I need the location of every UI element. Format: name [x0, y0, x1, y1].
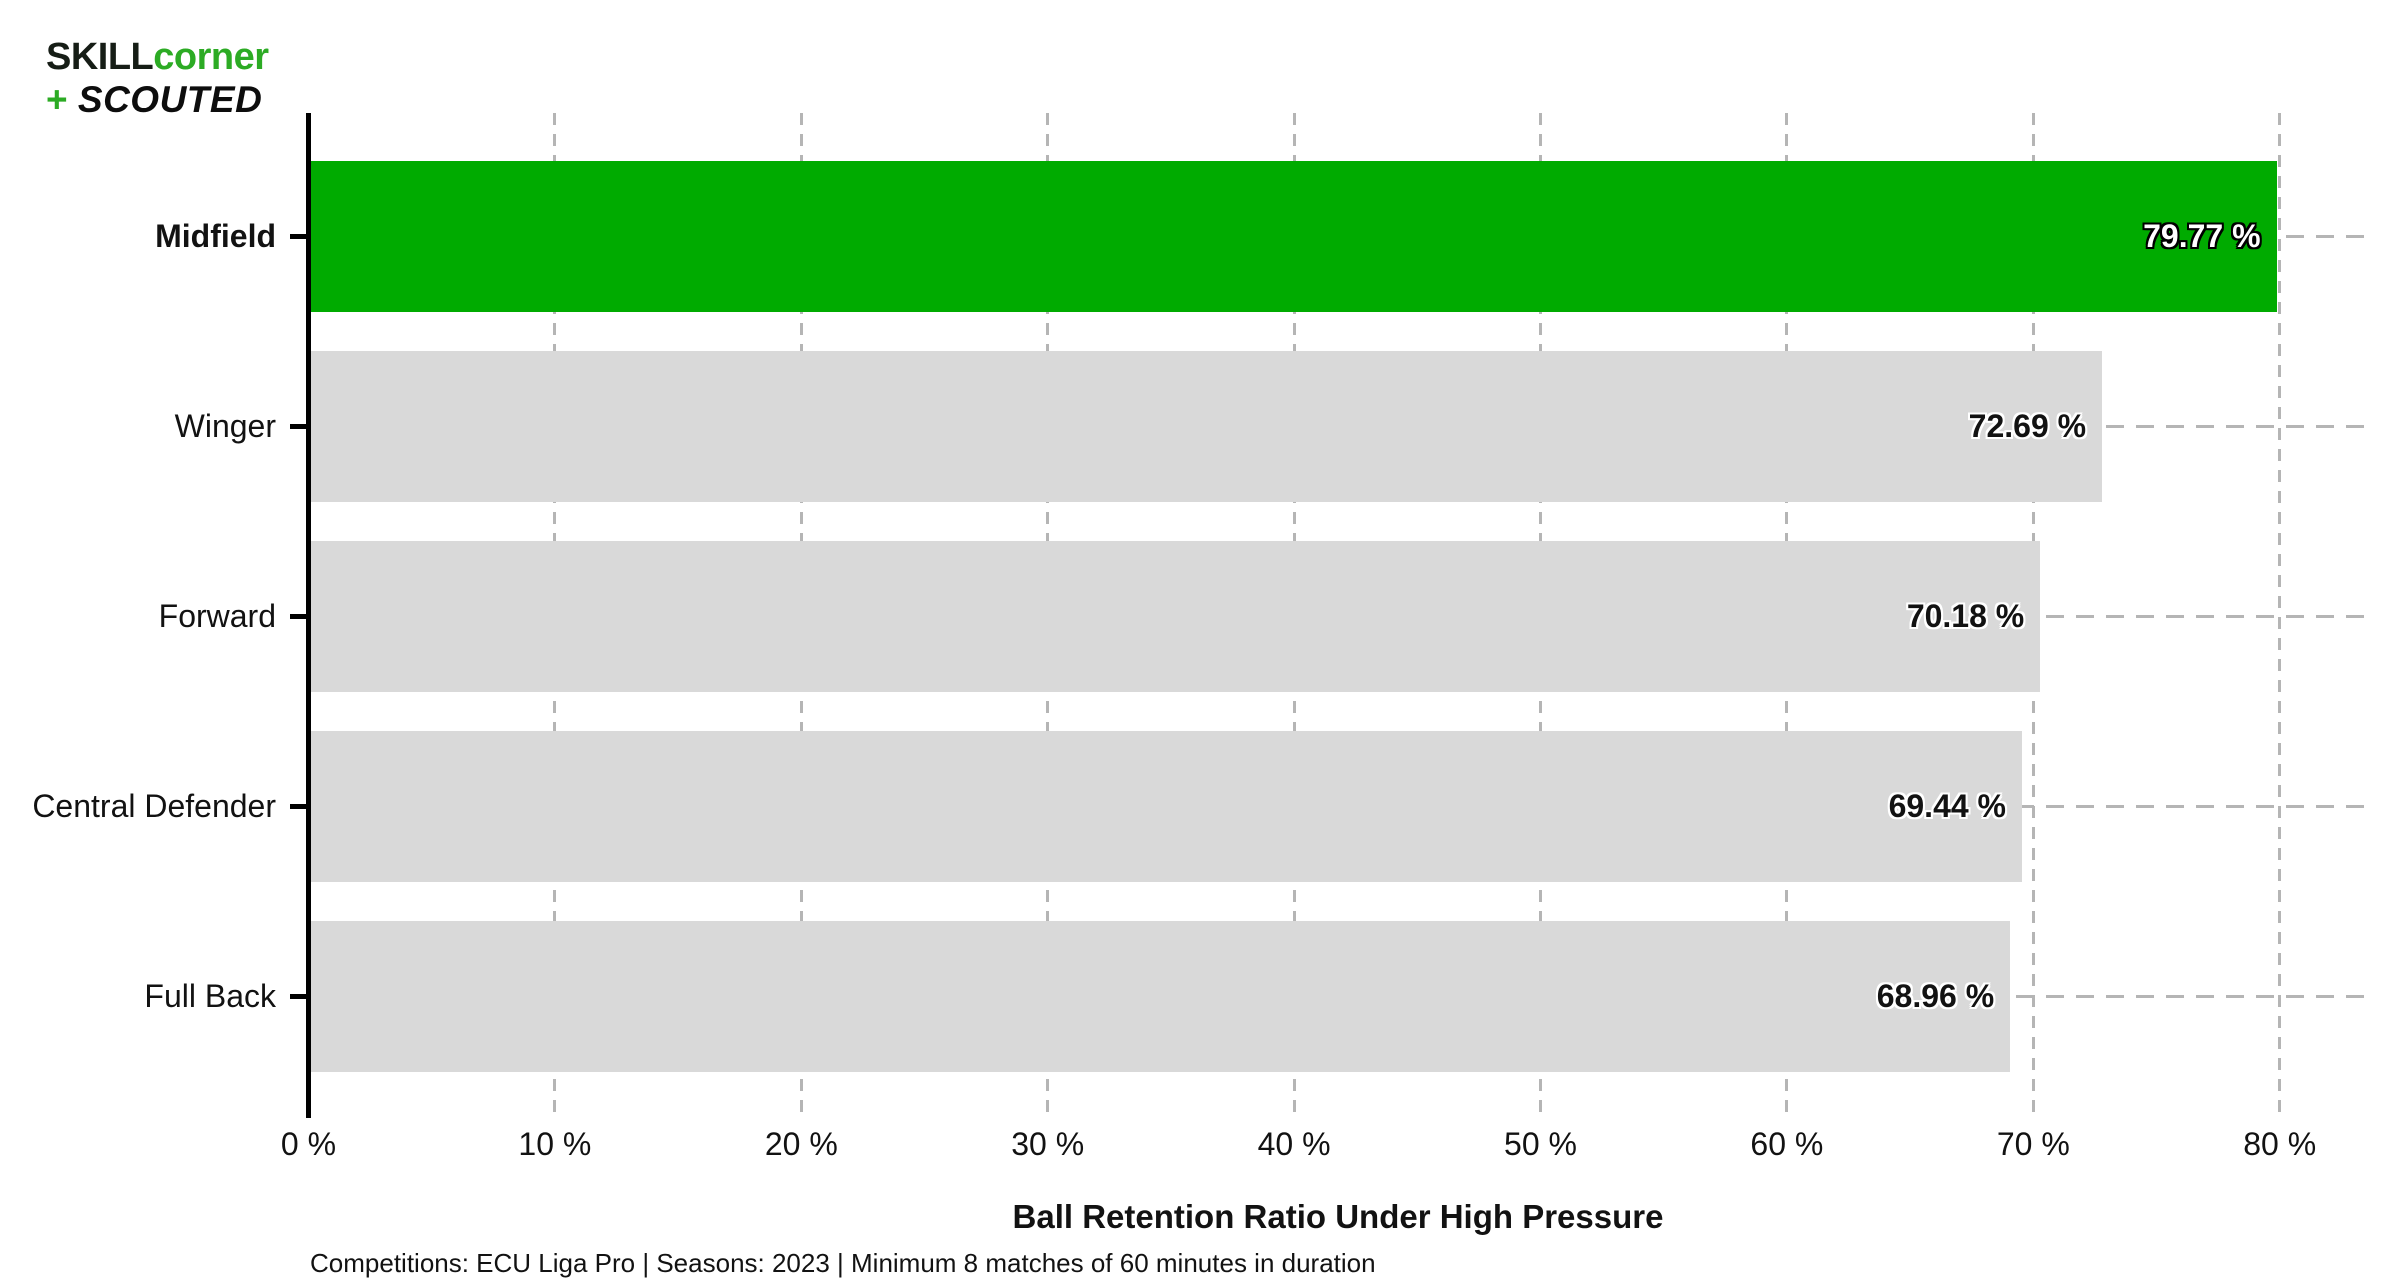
category-label: Winger	[174, 408, 276, 444]
chart-footnote: Competitions: ECU Liga Pro | Seasons: 20…	[310, 1248, 1376, 1278]
logo-line1: SKILLcorner	[46, 38, 269, 76]
category-label: Midfield	[155, 218, 276, 254]
skillcorner-scouted-logo: SKILLcorner + SCOUTED	[46, 38, 269, 118]
bar-value-label: 70.18 %	[1906, 598, 2025, 634]
x-tick-label: 0 %	[280, 1126, 337, 1162]
x-tick-label: 30 %	[1011, 1126, 1085, 1162]
x-tick-label: 20 %	[764, 1126, 838, 1162]
logo-line2: + SCOUTED	[46, 81, 269, 118]
category-label: Central Defender	[32, 788, 276, 824]
bar-value-label: 69.44 %	[1888, 788, 2006, 824]
category-label: Full Back	[144, 978, 276, 1014]
logo-plus-icon: +	[46, 79, 68, 120]
logo-scouted-text: SCOUTED	[77, 79, 263, 120]
bar-value-label: 72.69 %	[1968, 408, 2087, 444]
gridline-vertical	[2278, 113, 2282, 1115]
x-tick-label: 40 %	[1257, 1126, 1331, 1162]
x-tick-label: 10 %	[518, 1126, 592, 1162]
y-axis-tick	[290, 804, 306, 809]
x-axis-title: Ball Retention Ratio Under High Pressure	[1012, 1198, 1664, 1235]
x-tick-label: 70 %	[1996, 1126, 2070, 1162]
y-axis-tick	[290, 234, 306, 239]
logo-corner-text: corner	[153, 36, 269, 78]
y-axis-tick	[290, 994, 306, 999]
x-tick-label: 80 %	[2243, 1126, 2317, 1162]
bar-value-label: 68.96 %	[1876, 978, 1995, 1014]
bar-forward: 70.18 %	[311, 541, 2041, 692]
x-tick-label: 60 %	[1750, 1126, 1824, 1162]
y-axis-tick	[290, 424, 306, 429]
y-axis-tick	[290, 614, 306, 619]
bar-central-defender: 69.44 %	[311, 731, 2022, 882]
category-label: Forward	[158, 598, 276, 634]
bar-midfield: 79.77 %	[311, 161, 2277, 312]
bar-winger: 72.69 %	[311, 351, 2103, 502]
bar-value-label: 79.77 %	[2143, 218, 2261, 254]
y-axis-line	[306, 113, 311, 1118]
bar-full-back: 68.96 %	[311, 921, 2011, 1072]
logo-skill-text: SKILL	[46, 36, 154, 78]
x-tick-label: 50 %	[1504, 1126, 1577, 1162]
